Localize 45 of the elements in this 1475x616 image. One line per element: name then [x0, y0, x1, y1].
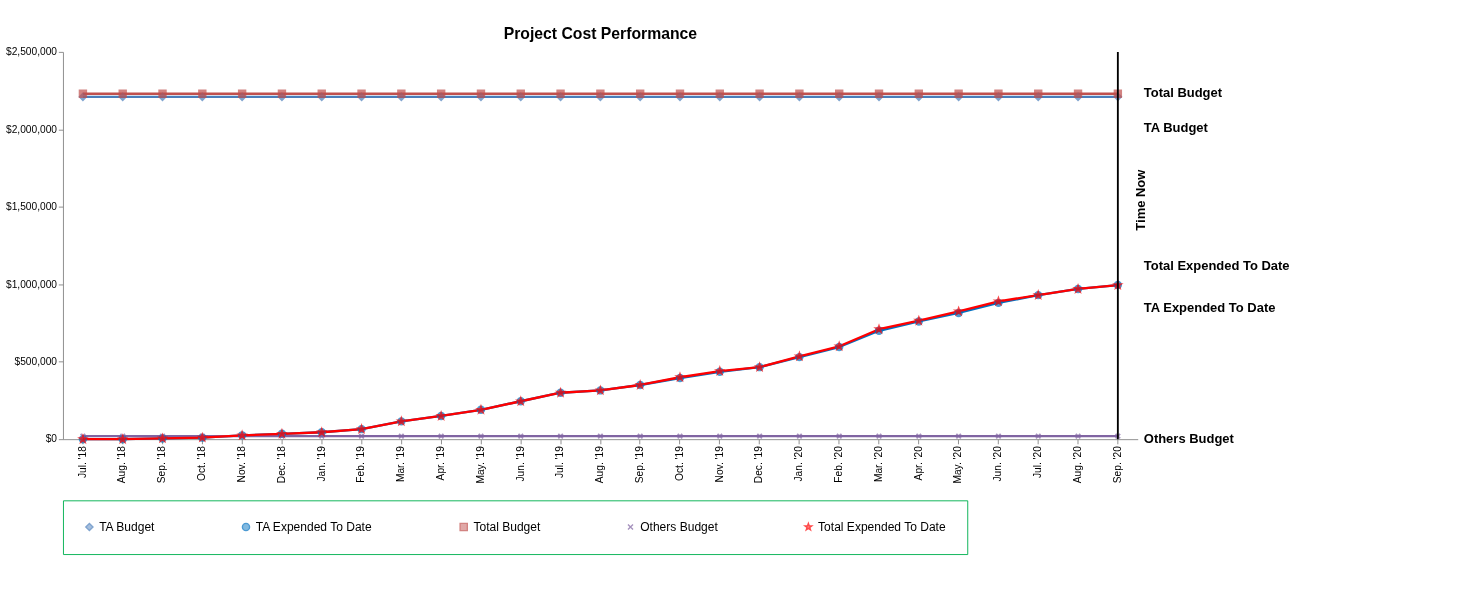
- x-tick-label: May. '20: [952, 445, 964, 484]
- x-tick-label: Jul. '18: [76, 445, 88, 479]
- x-tick-label: Aug. '18: [116, 445, 128, 484]
- x-tick-label: Jan. '19: [315, 445, 327, 482]
- x-tick-label: Oct. '19: [673, 445, 685, 481]
- x-tick-label: Oct. '18: [196, 445, 208, 481]
- legend-label: Others Budget: [640, 519, 719, 534]
- x-tick-label: Feb. '20: [832, 445, 844, 483]
- annotation: TA Budget: [1143, 119, 1209, 135]
- annotation: Others Budget: [1143, 430, 1235, 446]
- x-tick-label: Dec. '18: [275, 445, 287, 484]
- x-tick-label: May. '19: [474, 445, 486, 484]
- x-tick-label: Nov. '19: [713, 445, 725, 483]
- legend-label: Total Expended To Date: [818, 519, 946, 534]
- x-tick-label: Sep. '20: [1111, 445, 1123, 484]
- y-tick-label: $0: [45, 433, 58, 445]
- annotation: Total Expended To Date: [1143, 258, 1290, 274]
- x-tick-label: Sep. '18: [156, 445, 168, 484]
- legend-label: Total Budget: [473, 519, 541, 534]
- x-tick-label: Aug. '20: [1071, 445, 1083, 484]
- x-tick-label: Dec. '19: [753, 445, 765, 484]
- x-tick-label: Jun. '19: [514, 445, 526, 482]
- x-tick-label: Apr. '20: [912, 445, 924, 481]
- x-tick-label: Mar. '19: [395, 445, 407, 483]
- y-tick-label: $1,000,000: [5, 278, 58, 290]
- y-tick-label: $1,500,000: [5, 201, 58, 213]
- x-tick-label: Jun. '20: [992, 445, 1004, 482]
- y-tick-label: $2,500,000: [5, 46, 58, 58]
- ref-line-label: Time Now: [1132, 168, 1148, 231]
- x-tick-label: Apr. '19: [434, 445, 446, 481]
- x-tick-label: Jul. '20: [1032, 445, 1044, 479]
- x-tick-label: Nov. '18: [235, 445, 247, 483]
- x-tick-label: Jul. '19: [554, 445, 566, 479]
- x-tick-label: Aug. '19: [594, 445, 606, 484]
- y-tick-label: $500,000: [14, 355, 58, 367]
- y-tick-label: $2,000,000: [5, 123, 58, 135]
- x-tick-label: Mar. '20: [872, 445, 884, 483]
- x-tick-label: Jan. '20: [793, 445, 805, 482]
- chart-title: Project Cost Performance: [503, 24, 698, 42]
- legend-label: TA Budget: [99, 519, 156, 534]
- x-tick-label: Feb. '19: [355, 445, 367, 483]
- annotation: Total Budget: [1143, 85, 1223, 101]
- legend-label: TA Expended To Date: [255, 519, 372, 534]
- annotation: TA Expended To Date: [1143, 300, 1276, 316]
- x-tick-label: Sep. '19: [633, 445, 645, 484]
